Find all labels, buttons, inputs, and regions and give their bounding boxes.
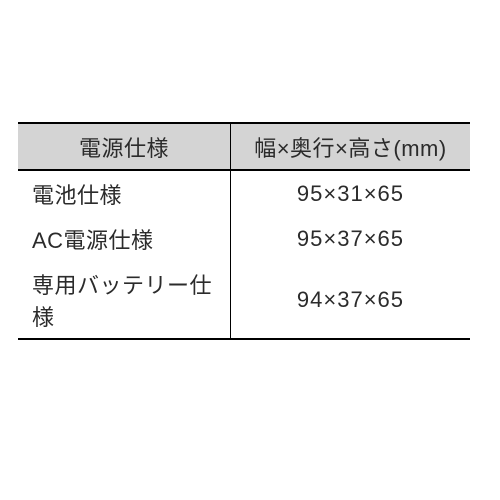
table-row: 専用バッテリー仕様 94×37×65 [18,261,470,339]
image-frame: { "type": "table", "columns": [ { "key":… [0,0,500,500]
cell-dimensions: 95×31×65 [230,170,470,216]
cell-spec: AC電源仕様 [18,216,230,261]
spec-table: 電源仕様 幅×奥行×高さ(mm) 電池仕様 95×31×65 AC電源仕様 95… [18,122,470,340]
cell-dimensions: 95×37×65 [230,216,470,261]
col-header-dimensions: 幅×奥行×高さ(mm) [230,123,470,170]
table-header-row: 電源仕様 幅×奥行×高さ(mm) [18,123,470,170]
table-row: 電池仕様 95×31×65 [18,170,470,216]
cell-spec: 電池仕様 [18,170,230,216]
col-header-power-spec: 電源仕様 [18,123,230,170]
cell-spec: 専用バッテリー仕様 [18,261,230,339]
cell-dimensions: 94×37×65 [230,261,470,339]
table-row: AC電源仕様 95×37×65 [18,216,470,261]
